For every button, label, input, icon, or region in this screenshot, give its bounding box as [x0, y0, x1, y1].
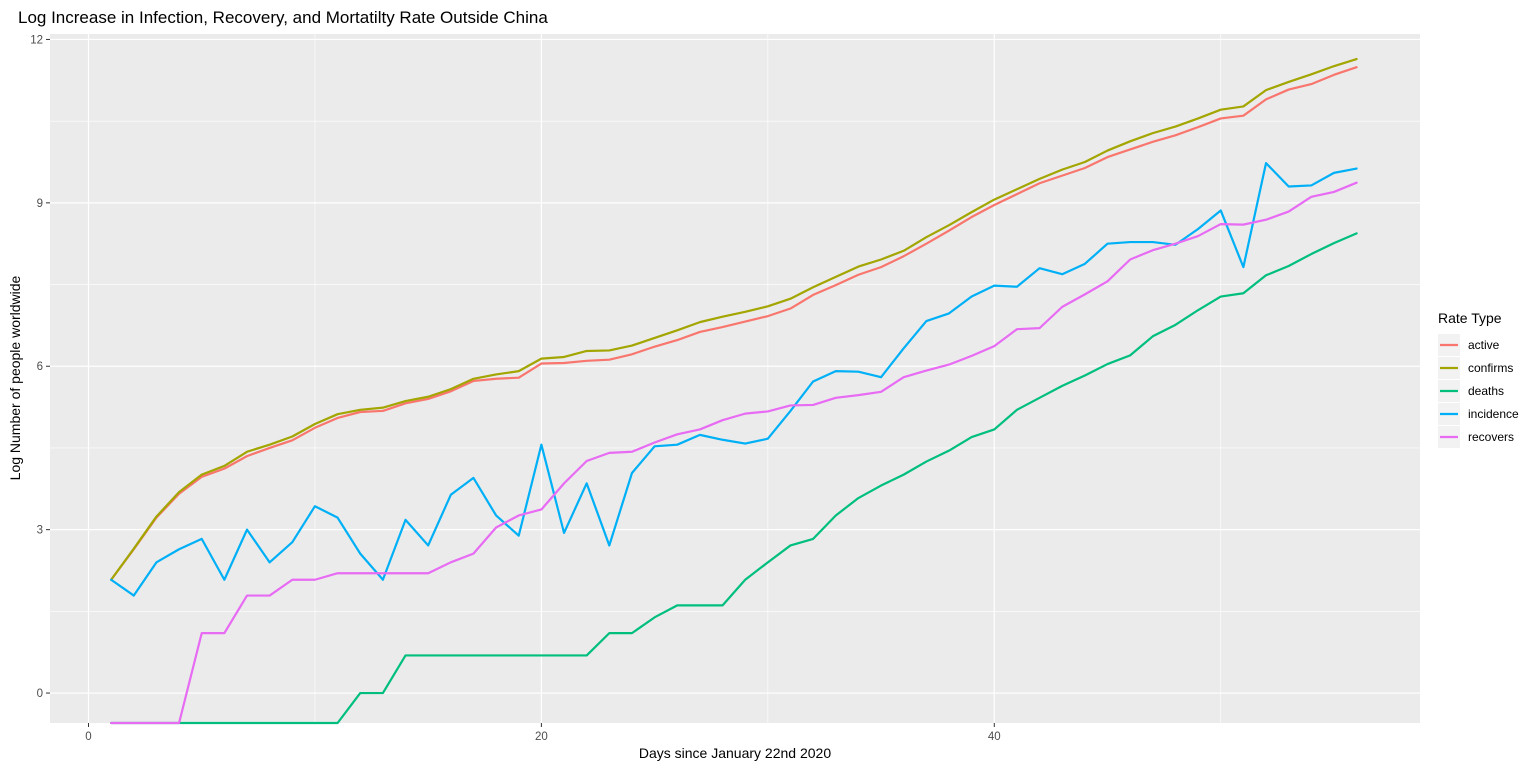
x-axis-title: Days since January 22nd 2020: [639, 745, 831, 761]
y-tick-label: 0: [37, 688, 43, 700]
series-line-incidence: [110, 161, 1358, 597]
legend-items: active confirms deaths incidence recovers: [1438, 334, 1519, 448]
y-tick-label: 3: [37, 525, 43, 537]
series-line-recovers: [110, 181, 1358, 725]
legend-label: active: [1468, 338, 1500, 352]
x-axis: 0 20 40: [85, 723, 1001, 743]
minor-gridlines: [50, 34, 1420, 723]
legend-item-recovers: recovers: [1438, 426, 1514, 448]
y-tick-label: 6: [37, 361, 43, 373]
series-line-active: [110, 66, 1358, 581]
major-gridlines: [50, 34, 1420, 723]
legend-item-deaths: deaths: [1438, 380, 1504, 402]
chart-title: Log Increase in Infection, Recovery, and…: [18, 8, 548, 27]
series-line-deaths: [110, 232, 1358, 725]
x-tick-label: 20: [535, 731, 548, 743]
y-tick-label: 12: [30, 34, 43, 46]
series-lines: [110, 57, 1358, 725]
legend: Rate Type active confirms deaths incidence r…: [1438, 310, 1519, 448]
legend-label: deaths: [1468, 384, 1504, 398]
legend-item-incidence: incidence: [1438, 403, 1519, 425]
plot-panel: [50, 34, 1420, 723]
y-axis: 0 3 6 9 12: [30, 34, 50, 700]
y-tick-label: 9: [37, 198, 43, 210]
series-line-confirms: [110, 57, 1358, 581]
legend-label: incidence: [1468, 407, 1519, 421]
x-tick-label: 0: [85, 731, 91, 743]
legend-item-confirms: confirms: [1438, 357, 1513, 379]
legend-label: confirms: [1468, 361, 1513, 375]
legend-title: Rate Type: [1438, 310, 1502, 326]
x-tick-label: 40: [988, 731, 1001, 743]
y-axis-title: Log Number of people worldwide: [7, 275, 23, 480]
legend-label: recovers: [1468, 430, 1514, 444]
legend-item-active: active: [1438, 334, 1500, 356]
